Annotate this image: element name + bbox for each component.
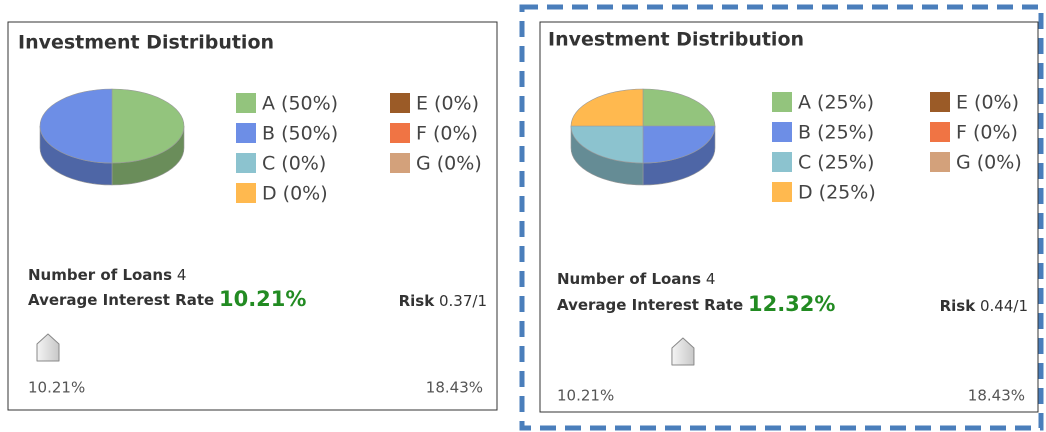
panel-box [539, 21, 1039, 413]
risk-value: 0.37/1 [439, 292, 487, 310]
legend-label: B (50%) [262, 123, 338, 145]
panel-box [7, 21, 498, 411]
slider-max: 18.43% [426, 379, 483, 397]
rate-label: Average Interest Rate [28, 291, 214, 309]
legend-swatch [236, 183, 256, 203]
slider-max: 18.43% [968, 387, 1025, 405]
legend-swatch [930, 122, 950, 142]
risk-value: 0.44/1 [980, 297, 1028, 315]
legend-label: A (50%) [262, 93, 338, 115]
pie-slice [39, 88, 113, 164]
rate-stat: Average Interest Rate 12.32% [557, 292, 835, 316]
legend-label: G (0%) [416, 153, 482, 175]
legend-label: C (25%) [798, 152, 874, 174]
legend-swatch [236, 93, 256, 113]
legend-swatch [390, 93, 410, 113]
pie-slice [642, 88, 716, 127]
legend-label: E (0%) [956, 92, 1019, 114]
risk-stat: Risk 0.44/1 [940, 297, 1028, 315]
legend-swatch [772, 122, 792, 142]
legend-label: C (0%) [262, 153, 326, 175]
legend-swatch [236, 153, 256, 173]
legend-label: F (0%) [416, 123, 478, 145]
legend-label: F (0%) [956, 122, 1018, 144]
slider-min: 10.21% [28, 379, 85, 397]
slider-handle [671, 337, 695, 366]
risk-label: Risk [940, 297, 977, 315]
legend-swatch [930, 92, 950, 112]
slider-handle [36, 333, 60, 362]
legend-label: D (0%) [262, 183, 328, 205]
pie-slice [570, 125, 644, 164]
legend-swatch [772, 92, 792, 112]
loans-value: 4 [706, 270, 716, 288]
legend-swatch [390, 123, 410, 143]
legend-label: G (0%) [956, 152, 1022, 174]
legend-label: E (0%) [416, 93, 479, 115]
legend-label: B (25%) [798, 122, 874, 144]
legend-swatch [930, 152, 950, 172]
rate-label: Average Interest Rate [557, 296, 743, 314]
pie-slice [570, 88, 644, 127]
loans-label: Number of Loans [28, 266, 172, 284]
legend-swatch [772, 182, 792, 202]
loans-label: Number of Loans [557, 270, 701, 288]
selection-border [519, 4, 1044, 431]
pie-slice [111, 88, 185, 164]
legend-swatch [390, 153, 410, 173]
slider-min: 10.21% [557, 387, 614, 405]
pie-slice [642, 125, 716, 164]
legend-label: A (25%) [798, 92, 874, 114]
rate-value: 10.21% [219, 287, 306, 311]
loans-stat: Number of Loans 4 [557, 270, 715, 288]
panel-title: Investment Distribution [18, 32, 274, 54]
legend-swatch [236, 123, 256, 143]
panel-title: Investment Distribution [548, 29, 804, 51]
risk-label: Risk [399, 292, 436, 310]
legend-swatch [772, 152, 792, 172]
risk-stat: Risk 0.37/1 [399, 292, 487, 310]
loans-value: 4 [177, 266, 187, 284]
rate-stat: Average Interest Rate 10.21% [28, 287, 306, 311]
loans-stat: Number of Loans 4 [28, 266, 186, 284]
rate-value: 12.32% [748, 292, 835, 316]
legend-label: D (25%) [798, 182, 876, 204]
